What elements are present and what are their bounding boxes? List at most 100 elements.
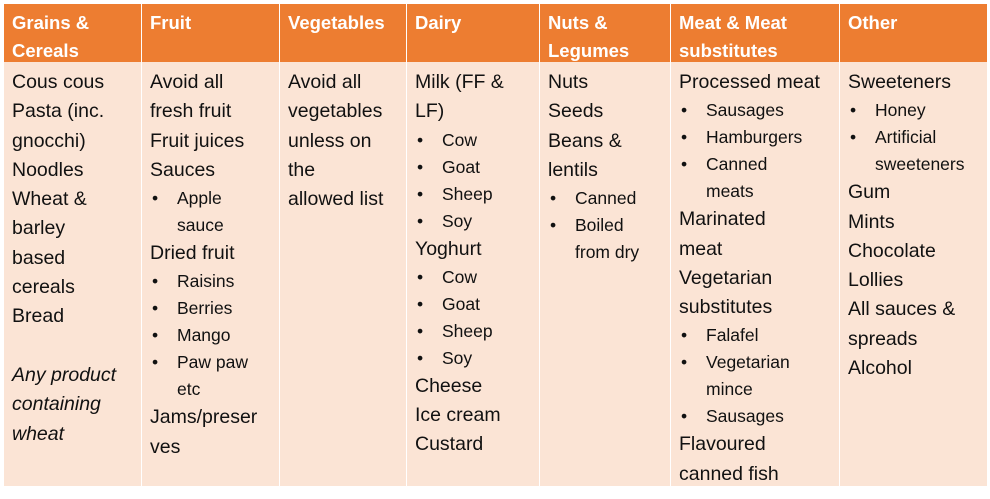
column-header: Grains & Cereals xyxy=(4,4,141,62)
list-item: Flavoured xyxy=(679,433,766,456)
list-item: Cous cous xyxy=(12,71,105,93)
list-item: substitutes xyxy=(679,296,773,319)
column-nuts-legumes: Nuts & Legumes Nuts Seeds Beans & lentils Can… xyxy=(539,4,670,486)
list-item: based xyxy=(12,246,66,269)
list-item: meat xyxy=(679,237,723,260)
foods-to-avoid-table: Grains & Cereals Cous cous Pasta (inc. gnoc… xyxy=(4,4,987,486)
column-header: Vegetables xyxy=(280,4,406,62)
list-item: vegetables xyxy=(288,100,383,123)
bullet-item-continuation: sweeteners xyxy=(875,154,965,175)
column-header: Other xyxy=(840,4,987,62)
column-header: Dairy xyxy=(407,4,539,62)
bullet-item: Sausages xyxy=(679,97,839,124)
list-item: barley xyxy=(12,217,66,240)
bullet-item: Apple xyxy=(150,185,279,212)
bullet-item: Goat xyxy=(415,291,539,318)
bullet-item: Berries xyxy=(150,295,279,322)
list-item: Avoid all xyxy=(288,71,362,93)
bullet-item-continuation: mince xyxy=(706,379,753,400)
column-body: Sweeteners HoneyArtificial sweeteners Gum Mi… xyxy=(840,62,987,486)
list-item: unless on xyxy=(288,129,372,152)
list-item: Wheat & xyxy=(12,188,87,211)
column-vegetables: Vegetables Avoid all vegetables unless on t… xyxy=(279,4,406,486)
list-item: the xyxy=(288,158,316,181)
note-text: containing xyxy=(12,393,101,416)
list-item: Yoghurt xyxy=(415,237,482,260)
list-item: Sweeteners xyxy=(848,71,951,93)
bullet-item: Vegetarian xyxy=(679,349,839,376)
bullet-item: Canned xyxy=(548,185,670,212)
column-meat-substitutes: Meat & Meat substitutes Processed meat Sau… xyxy=(670,4,839,486)
note-text: Any product xyxy=(12,363,117,386)
list-item: Avoid all xyxy=(150,71,224,93)
list-item: Milk (FF & xyxy=(415,71,504,93)
bullet-item: Paw paw xyxy=(150,349,279,376)
list-item: Cheese xyxy=(415,374,483,397)
bullet-item: Cow xyxy=(415,127,539,154)
list-item: spreads xyxy=(848,327,918,350)
list-item: Noodles xyxy=(12,158,84,181)
bullet-item: Goat xyxy=(415,154,539,181)
list-item: Dried fruit xyxy=(150,242,235,265)
column-body: Nuts Seeds Beans & lentils CannedBoiled from … xyxy=(540,62,670,486)
column-header-text: Cereals xyxy=(12,40,79,61)
list-item: Bread xyxy=(12,305,65,328)
column-header: Meat & Meat substitutes xyxy=(671,4,839,62)
column-body: Avoid all vegetables unless on the allowed l… xyxy=(280,62,406,486)
column-header-text: Legumes xyxy=(548,40,630,61)
list-item: Jams/preser xyxy=(150,406,258,429)
column-body: Processed meatSausagesHamburgersCannedme… xyxy=(671,62,839,486)
list-item: ves xyxy=(150,435,181,458)
column-fruit: Fruit Avoid all fresh fruit Fruit juices Sa… xyxy=(141,4,279,486)
list-item: Nuts xyxy=(548,71,589,93)
list-item: Mints xyxy=(848,210,895,233)
bullet-item: Soy xyxy=(415,345,539,372)
bullet-item: Sausages xyxy=(679,403,839,430)
list-item: Processed meat xyxy=(679,71,820,93)
bullet-item: Soy xyxy=(415,208,539,235)
column-other: Other Sweeteners HoneyArtificial sweetener… xyxy=(839,4,987,486)
spacer xyxy=(12,332,141,361)
list-item: All sauces & xyxy=(848,298,956,321)
list-item: cereals xyxy=(12,276,75,299)
list-item: Gum xyxy=(848,181,891,204)
list-item: lentils xyxy=(548,158,598,181)
list-item: Custard xyxy=(415,433,484,456)
list-item: Vegetarian xyxy=(679,266,773,289)
list-item: Ice cream xyxy=(415,404,501,427)
list-item: allowed list xyxy=(288,188,384,211)
bullet-item: Mango xyxy=(150,322,279,349)
list-item: fresh fruit xyxy=(150,100,232,123)
list-item: Pasta (inc. xyxy=(12,100,105,123)
column-header-text: Other xyxy=(848,12,898,33)
list-item: Fruit juices xyxy=(150,129,245,152)
list-item: Alcohol xyxy=(848,357,912,380)
column-header-text: Fruit xyxy=(150,12,192,33)
column-header-text: Meat & Meat xyxy=(679,12,787,33)
column-header: Fruit xyxy=(142,4,279,62)
list-item: canned fish xyxy=(679,462,779,485)
column-grains-cereals: Grains & Cereals Cous cous Pasta (inc. gnoc… xyxy=(4,4,141,486)
column-body: Cous cous Pasta (inc. gnocchi) Noodles Wheat… xyxy=(4,62,141,486)
column-header: Nuts & Legumes xyxy=(540,4,670,62)
column-body: Avoid all fresh fruit Fruit juices Sauces Ap… xyxy=(142,62,279,486)
column-header-text: Vegetables xyxy=(288,12,385,33)
bullet-item: Cow xyxy=(415,264,539,291)
list-item: Seeds xyxy=(548,100,604,123)
list-item: Marinated xyxy=(679,208,766,231)
column-header-text: Dairy xyxy=(415,12,462,33)
list-item: Beans & xyxy=(548,129,622,152)
bullet-item-continuation: from dry xyxy=(575,242,640,263)
bullet-item: Artificial xyxy=(848,124,987,151)
list-item: Lollies xyxy=(848,269,904,292)
bullet-item: Honey xyxy=(848,97,987,124)
bullet-item-continuation: etc xyxy=(177,379,201,400)
note-text: wheat xyxy=(12,422,65,445)
column-header-text: Nuts & xyxy=(548,12,608,33)
bullet-item: Falafel xyxy=(679,322,839,349)
bullet-item: Raisins xyxy=(150,268,279,295)
column-header-text: substitutes xyxy=(679,40,778,61)
list-item: gnocchi) xyxy=(12,129,86,152)
bullet-item: Sheep xyxy=(415,318,539,345)
bullet-item: Sheep xyxy=(415,181,539,208)
